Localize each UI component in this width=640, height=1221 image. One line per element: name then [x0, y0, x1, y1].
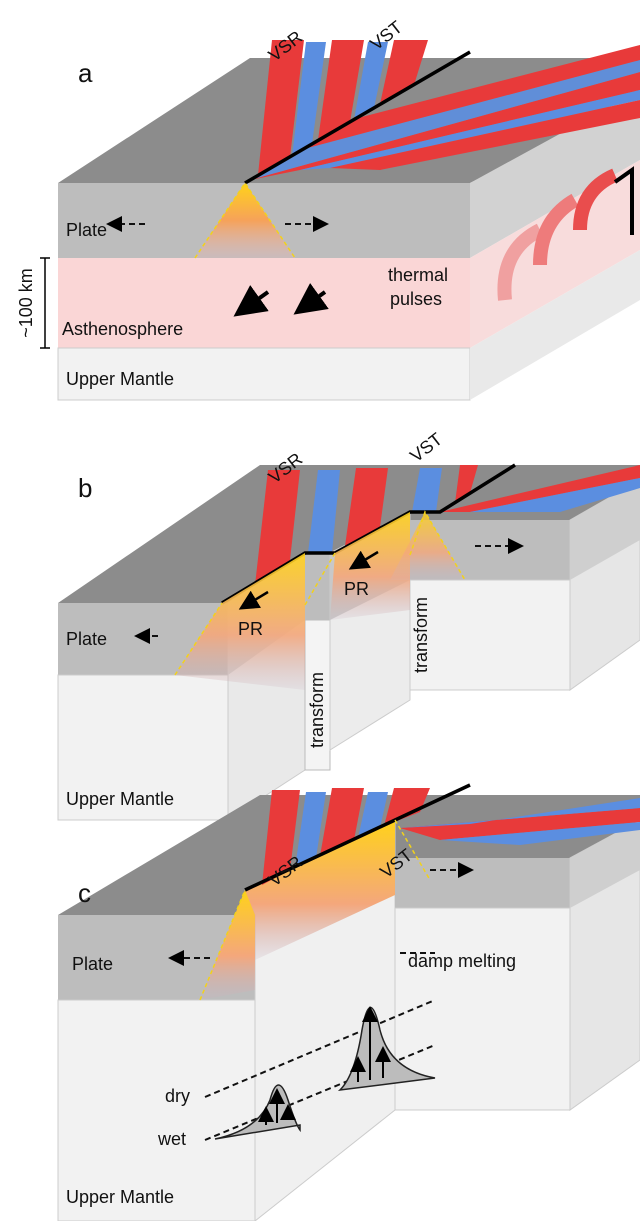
layer-label: Upper Mantle [66, 789, 174, 809]
transform-label: transform [307, 672, 327, 748]
transform-arrow [613, 166, 634, 235]
plate-layer [305, 553, 330, 620]
annotation: damp melting [408, 951, 516, 971]
side-asthenosphere [470, 160, 640, 348]
stripes [384, 788, 430, 826]
melt-edge [199, 889, 246, 1001]
flow-arrow [233, 285, 270, 317]
stripes [440, 465, 640, 512]
melt-zone [390, 512, 465, 580]
melt-edge [304, 552, 336, 606]
thermal-pulse-arcs [573, 168, 619, 231]
layer-label: Plate [72, 954, 113, 974]
melt-edge [394, 819, 431, 881]
melt-zone [175, 553, 305, 690]
layer-label: Plate [66, 629, 107, 649]
stripes [255, 470, 300, 585]
thermal-pulse-arcs [533, 193, 579, 266]
stripes [412, 468, 442, 512]
oblique-plate [245, 820, 395, 960]
panel-c: c VSR VST Plate damp melting dry wet Upp… [57, 783, 640, 1221]
side-plate [570, 480, 640, 580]
plate-layer [395, 858, 570, 908]
scale-bar [40, 257, 50, 349]
pr-arrow [238, 590, 269, 610]
stripes [295, 792, 326, 868]
layer-label: Asthenosphere [62, 319, 183, 339]
melt-edge [194, 181, 296, 259]
annotation: dry [165, 1086, 190, 1106]
melt-zone [195, 183, 295, 258]
stripes [300, 45, 640, 150]
stripes [318, 40, 364, 140]
stripes [330, 100, 640, 170]
dry-solidus [204, 999, 436, 1098]
annotation: wet [157, 1129, 186, 1149]
mantle-layer [57, 999, 256, 1221]
stripes [258, 40, 304, 175]
pr-label: PR [344, 579, 369, 599]
melt-zone [200, 890, 255, 1000]
stripes [354, 42, 388, 120]
mantle-layer [409, 579, 571, 691]
side-plate [570, 820, 640, 908]
thermal-pulse-arcs [497, 168, 619, 301]
stripes [255, 465, 640, 585]
layer-label: Plate [66, 220, 107, 240]
side-mantle [470, 250, 640, 400]
mantle-layer [57, 674, 229, 821]
stripes [380, 40, 428, 104]
transform-face [304, 619, 331, 771]
stripes [455, 465, 478, 503]
stripes [470, 478, 640, 512]
stripes [308, 470, 340, 553]
panel-label: a [78, 58, 93, 88]
pr-label: PR [238, 619, 263, 639]
flow-arrow [293, 282, 329, 315]
panel-label: c [78, 878, 91, 908]
ridge [244, 783, 471, 892]
annotation: thermal [388, 265, 448, 285]
stripes [300, 90, 640, 170]
wet-solidus [204, 1044, 436, 1141]
melt-edge [409, 510, 466, 581]
stripes [358, 792, 388, 838]
upwelling-arrows [258, 1006, 391, 1125]
pr-arrow [348, 550, 379, 570]
stripes [292, 42, 326, 156]
ridge [244, 50, 471, 185]
side-plate [470, 90, 640, 258]
layer-label: Upper Mantle [66, 1187, 174, 1207]
stripes [262, 790, 300, 885]
melt-edge [174, 602, 223, 676]
panel-b: b VSR VST PR PR Plate transform transfor… [57, 429, 640, 821]
ridge-label: VST [406, 429, 446, 466]
stripes [250, 60, 640, 180]
stripes [345, 468, 388, 546]
panel-a: a VSR VST Plate ~100 km thermal pulses A… [16, 17, 640, 401]
stripes [250, 40, 640, 180]
annotation: pulses [390, 289, 442, 309]
layer-label: Upper Mantle [66, 369, 174, 389]
transform-label: transform [411, 597, 431, 673]
scale-label: ~100 km [16, 268, 36, 338]
thermal-pulse-arcs [497, 223, 544, 301]
panel-label: b [78, 473, 92, 503]
stripes [440, 822, 640, 845]
stripes [400, 808, 640, 840]
